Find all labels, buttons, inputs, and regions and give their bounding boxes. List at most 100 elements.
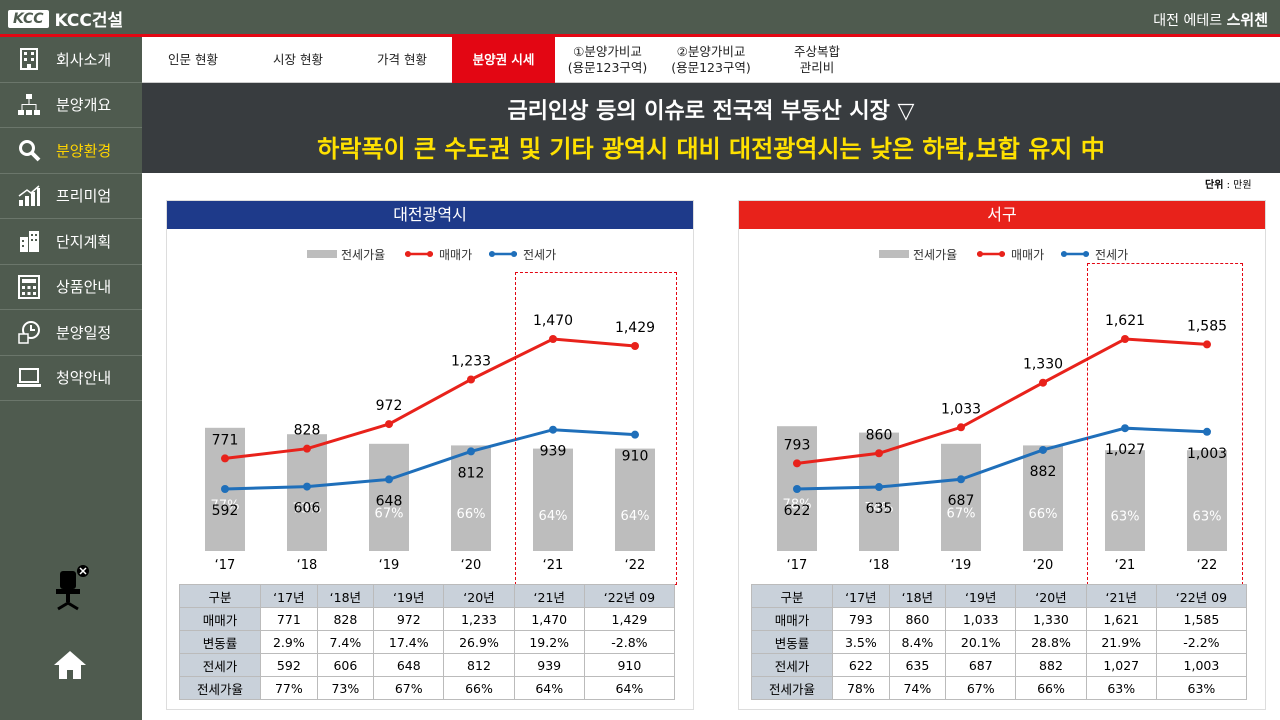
apartment-icon bbox=[16, 228, 42, 254]
trade-price-label: 1,585 bbox=[1187, 318, 1227, 334]
table-cell: 1,003 bbox=[1155, 653, 1248, 677]
table-cell: 21.9% bbox=[1085, 630, 1157, 654]
table-row: 변동률 3.5% 8.4% 20.1% 28.8% 21.9% -2.2% bbox=[750, 630, 1248, 654]
sidebar-item-company[interactable]: 회사소개 bbox=[0, 37, 142, 83]
trade-price-label: 1,233 bbox=[451, 353, 491, 369]
legend-marker bbox=[1061, 251, 1067, 257]
table-cell: 1,330 bbox=[1015, 607, 1087, 631]
building-icon bbox=[16, 46, 42, 72]
jeonse-price-label: 635 bbox=[866, 501, 893, 517]
x-tick-label: ‘20 bbox=[1033, 558, 1054, 573]
tab-management-fee[interactable]: 주상복합 관리비 bbox=[793, 43, 840, 75]
table-cell: 20.1% bbox=[945, 630, 1017, 654]
sidebar-item-schedule[interactable]: 분양일정 bbox=[0, 310, 142, 356]
sidebar-item-environment[interactable]: 분양환경 bbox=[0, 128, 142, 174]
legend-label: 전세가 bbox=[523, 248, 556, 262]
chart-title: 대전광역시 bbox=[167, 201, 693, 229]
bar-chart-icon bbox=[16, 183, 42, 209]
legend-marker bbox=[511, 251, 517, 257]
jeonse-price-point bbox=[221, 485, 229, 493]
ratio-bar bbox=[369, 443, 409, 551]
brand-title: 대전 에테르 스위첸 bbox=[1153, 9, 1268, 30]
jeonse-price-point bbox=[875, 483, 883, 492]
table-cell: 812 bbox=[443, 653, 515, 677]
table-cell: 66% bbox=[443, 676, 515, 700]
x-tick-label: ‘17 bbox=[787, 558, 808, 573]
table-cell: 972 bbox=[373, 607, 445, 631]
table-header-row: 구분 ‘17년 ‘18년 ‘19년 ‘20년 ‘21년 ‘22년 09 bbox=[178, 584, 676, 608]
jeonse-price-label: 687 bbox=[948, 493, 975, 509]
tab-bar: 인문 현황 시장 현황 가격 현황 분양권 시세 ①분양가비교 (용문123구역… bbox=[142, 37, 1280, 83]
jeonse-price-label: 1,027 bbox=[1105, 442, 1145, 458]
table-header-cell: 구분 bbox=[750, 584, 834, 608]
x-tick-label: ‘21 bbox=[543, 558, 564, 573]
sidebar-item-label: 분양개요 bbox=[56, 96, 112, 115]
ratio-label: 63% bbox=[1111, 510, 1140, 525]
sidebar-item-label: 상품안내 bbox=[56, 278, 112, 297]
jeonse-price-point bbox=[1203, 427, 1211, 436]
home-icon[interactable] bbox=[52, 649, 88, 685]
table-row-label: 매매가 bbox=[178, 607, 262, 631]
jeonse-price-point bbox=[467, 447, 475, 456]
brand-prefix: 대전 에테르 bbox=[1153, 13, 1223, 29]
table-cell: 63% bbox=[1155, 676, 1248, 700]
trade-price-point bbox=[875, 449, 883, 458]
tab-market[interactable]: 시장 현황 bbox=[273, 51, 323, 67]
table-cell: 1,585 bbox=[1155, 607, 1248, 631]
chart-panel-daejeon: 대전광역시 전세가율 매매가 전세가 77% ‘17 73% ‘18 67% ‘19 66% ‘20… bbox=[166, 200, 694, 710]
table-cell: 771 bbox=[260, 607, 318, 631]
jeonse-price-point bbox=[793, 485, 801, 493]
jeonse-price-label: 622 bbox=[784, 503, 811, 519]
ratio-bar bbox=[615, 448, 655, 551]
table-row: 전세가율 77% 73% 67% 66% 64% 64% bbox=[178, 676, 676, 700]
table-header-row: 구분 ‘17년 ‘18년 ‘19년 ‘20년 ‘21년 ‘22년 09 bbox=[750, 584, 1248, 608]
table-row-label: 전세가 bbox=[178, 653, 262, 677]
trade-price-line bbox=[224, 337, 636, 460]
table-cell: 860 bbox=[888, 607, 947, 631]
table-row-label: 전세가율 bbox=[178, 676, 262, 700]
tab-presale-price[interactable]: 분양권 시세 bbox=[452, 37, 555, 83]
chair-remove-icon[interactable] bbox=[52, 565, 92, 619]
table-row-label: 매매가 bbox=[750, 607, 834, 631]
table-header-cell: ‘21년 bbox=[513, 584, 585, 608]
table-cell: 63% bbox=[1085, 676, 1157, 700]
ratio-bar bbox=[287, 434, 327, 551]
sidebar-item-label: 청약안내 bbox=[56, 369, 112, 388]
table-cell: 910 bbox=[583, 653, 676, 677]
table-header-cell: ‘22년 09 bbox=[583, 584, 676, 608]
jeonse-price-label: 606 bbox=[294, 501, 321, 517]
ratio-bar bbox=[941, 443, 981, 551]
tab-price[interactable]: 가격 현황 bbox=[377, 51, 427, 67]
trade-price-point bbox=[957, 423, 965, 432]
jeonse-price-point bbox=[1121, 424, 1129, 433]
legend-marker bbox=[405, 251, 411, 257]
table-cell: 1,027 bbox=[1085, 653, 1157, 677]
table-header-cell: ‘19년 bbox=[945, 584, 1017, 608]
ratio-bar bbox=[1023, 445, 1063, 551]
table-header-cell: ‘18년 bbox=[316, 584, 375, 608]
trade-price-label: 1,429 bbox=[615, 320, 655, 336]
company-logo[interactable]: KCC KCC건설 bbox=[8, 6, 123, 31]
table-cell: 2.9% bbox=[260, 630, 318, 654]
sidebar-item-products[interactable]: 상품안내 bbox=[0, 265, 142, 310]
ratio-label: 78% bbox=[783, 498, 812, 513]
legend-label: 매매가 bbox=[1011, 248, 1044, 262]
table-row: 전세가 592 606 648 812 939 910 bbox=[178, 653, 676, 677]
table-cell: 1,429 bbox=[583, 607, 676, 631]
sidebar-item-premium[interactable]: 프리미엄 bbox=[0, 174, 142, 219]
sidebar-item-subscription[interactable]: 청약안내 bbox=[0, 356, 142, 401]
headline-banner: 금리인상 등의 이슈로 전국적 부동산 시장 ▽ 하락폭이 큰 수도권 및 기타… bbox=[142, 83, 1280, 173]
jeonse-price-label: 648 bbox=[376, 493, 403, 509]
tab-population[interactable]: 인문 현황 bbox=[168, 51, 218, 67]
sidebar-item-overview[interactable]: 분양개요 bbox=[0, 83, 142, 128]
table-header-cell: ‘19년 bbox=[373, 584, 445, 608]
sidebar-item-complex-plan[interactable]: 단지계획 bbox=[0, 219, 142, 265]
ratio-label: 73% bbox=[293, 502, 322, 517]
legend-marker bbox=[999, 251, 1005, 257]
tab-compare-2[interactable]: ②분양가비교 (용문123구역) bbox=[671, 43, 751, 75]
x-tick-label: ‘21 bbox=[1115, 558, 1136, 573]
legend-label: 전세가율 bbox=[913, 248, 957, 262]
trade-price-point bbox=[549, 335, 557, 343]
x-tick-label: ‘18 bbox=[297, 558, 318, 573]
tab-compare-1[interactable]: ①분양가비교 (용문123구역) bbox=[567, 43, 648, 75]
